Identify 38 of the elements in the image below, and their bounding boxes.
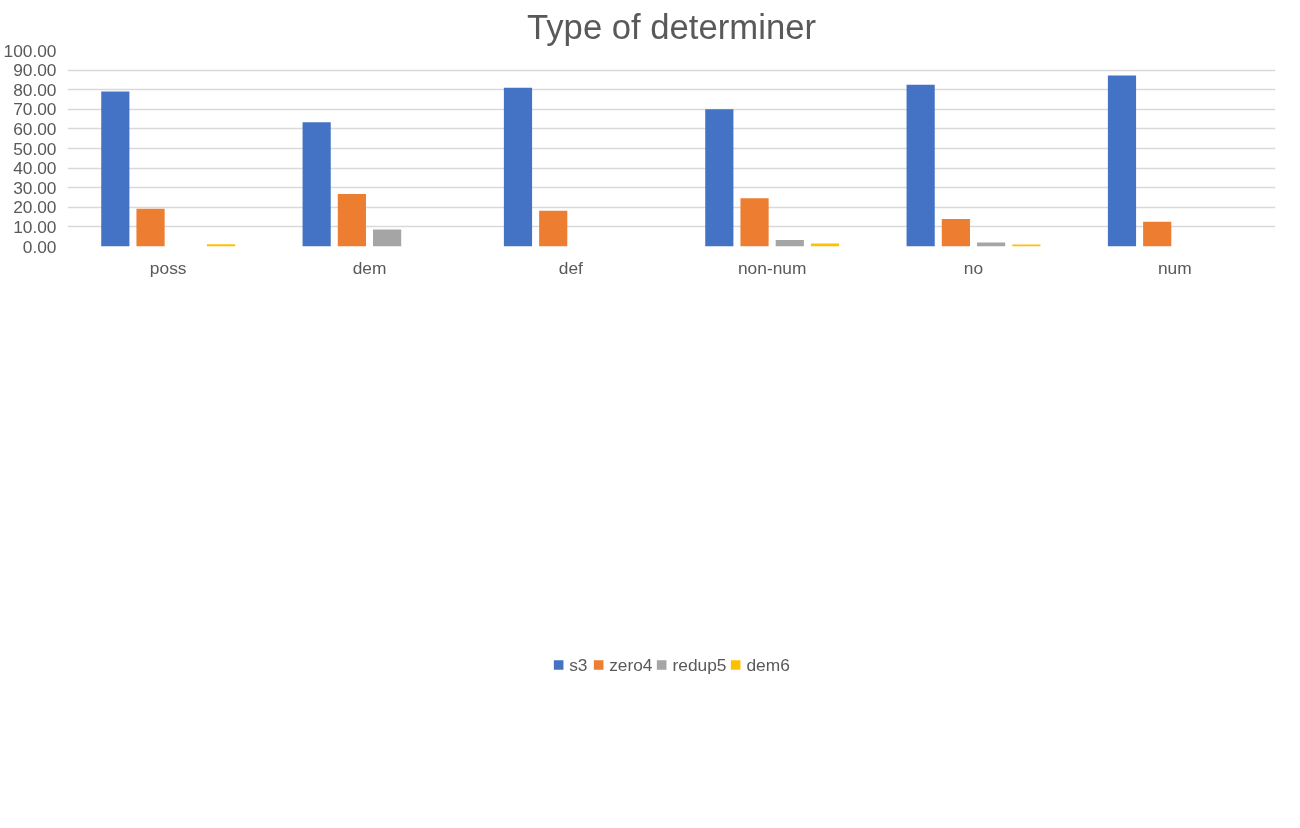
bar (337, 193, 366, 247)
bar (136, 208, 165, 247)
bar (503, 87, 533, 247)
bar (705, 109, 734, 247)
x-tick-label: dem (352, 257, 387, 278)
legend-label: dem6 (746, 654, 790, 676)
bar (1107, 75, 1137, 247)
bar (373, 229, 402, 247)
bar (206, 244, 236, 247)
bar (539, 210, 568, 247)
chart-title: Type of determiner (527, 7, 816, 46)
y-tick-label: 90.00 (13, 60, 57, 81)
bar (977, 242, 1006, 247)
legend-label: zero4 (609, 654, 653, 676)
y-tick-label: 20.00 (13, 197, 57, 218)
y-tick-label: 100.00 (3, 40, 57, 61)
bar (740, 198, 769, 247)
bar (302, 122, 331, 247)
y-tick-label: 60.00 (13, 118, 57, 139)
bar (906, 84, 935, 247)
bar (941, 219, 970, 247)
y-tick-label: 30.00 (13, 177, 57, 198)
y-tick-label: 70.00 (13, 99, 57, 120)
y-tick-label: 40.00 (13, 158, 57, 179)
y-tick-label: 10.00 (13, 216, 57, 237)
x-tick-label: poss (149, 257, 187, 278)
legend-label: s3 (569, 654, 589, 676)
bar (775, 240, 804, 247)
x-tick-label: no (963, 257, 984, 278)
bar (101, 91, 130, 247)
legend-label: redup5 (672, 654, 727, 676)
x-tick-label: non-num (737, 257, 807, 278)
x-tick-label: num (1157, 257, 1192, 278)
y-tick-label: 80.00 (13, 79, 57, 100)
y-tick-label: 0.00 (22, 236, 57, 257)
y-tick-label: 50.00 (13, 138, 57, 159)
bar (1143, 221, 1172, 247)
x-tick-label: def (558, 257, 584, 278)
